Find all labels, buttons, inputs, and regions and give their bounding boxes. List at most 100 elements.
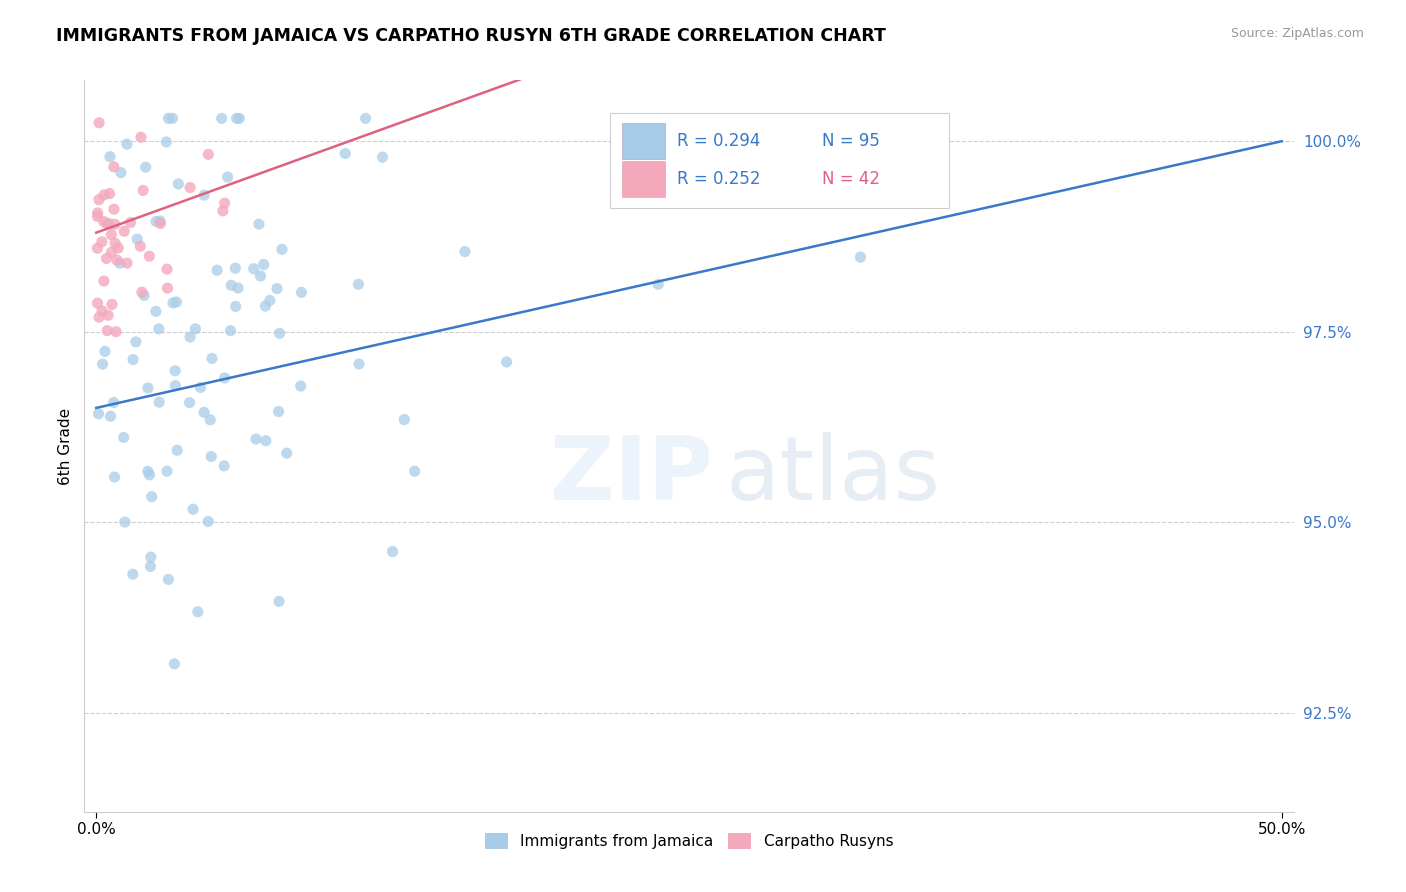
Point: [179, 330, 201, 344]
Point: [93, 274, 115, 288]
Point: [138, 249, 160, 263]
Point: [129, 130, 152, 145]
Point: [394, 412, 416, 426]
Point: [225, 112, 247, 126]
Point: [87, 310, 110, 325]
Point: [371, 150, 394, 164]
Point: [290, 285, 312, 300]
Y-axis label: 6th Grade: 6th Grade: [58, 408, 73, 484]
Point: [404, 464, 426, 478]
Point: [101, 297, 124, 311]
Point: [98, 150, 121, 164]
Point: [214, 196, 236, 211]
Point: [108, 256, 131, 270]
Point: [249, 268, 271, 283]
Legend: Immigrants from Jamaica, Carpatho Rusyns: Immigrants from Jamaica, Carpatho Rusyns: [478, 827, 900, 855]
Point: [259, 293, 281, 308]
Point: [226, 281, 249, 295]
Text: atlas: atlas: [725, 432, 941, 519]
Point: [200, 450, 222, 464]
Point: [245, 432, 267, 446]
Point: [290, 379, 312, 393]
Point: [112, 224, 135, 238]
Point: [165, 295, 187, 310]
Point: [156, 281, 179, 295]
Point: [201, 351, 224, 366]
Point: [107, 241, 129, 255]
Point: [149, 217, 172, 231]
Point: [242, 261, 264, 276]
Point: [97, 308, 120, 322]
Point: [105, 325, 128, 339]
Text: R = 0.252: R = 0.252: [676, 170, 761, 188]
Point: [219, 324, 242, 338]
Point: [110, 166, 132, 180]
Point: [276, 446, 298, 460]
Point: [266, 282, 288, 296]
Point: [138, 467, 160, 482]
Point: [103, 160, 125, 174]
Point: [105, 253, 128, 268]
Point: [86, 241, 108, 255]
Point: [96, 217, 118, 231]
Point: [163, 657, 186, 671]
Point: [136, 465, 159, 479]
Text: N = 42: N = 42: [823, 170, 880, 188]
Point: [104, 217, 127, 231]
Point: [86, 296, 108, 310]
Text: IMMIGRANTS FROM JAMAICA VS CARPATHO RUSYN 6TH GRADE CORRELATION CHART: IMMIGRANTS FROM JAMAICA VS CARPATHO RUSY…: [56, 27, 886, 45]
Point: [167, 177, 190, 191]
Point: [100, 245, 122, 260]
Point: [90, 235, 112, 249]
Point: [86, 206, 108, 220]
Point: [214, 371, 236, 385]
Point: [162, 296, 184, 310]
Point: [253, 257, 276, 271]
Point: [156, 262, 179, 277]
Point: [267, 404, 290, 418]
Point: [122, 352, 145, 367]
Point: [97, 216, 120, 230]
Point: [135, 160, 157, 174]
Point: [125, 334, 148, 349]
Point: [179, 395, 201, 409]
Point: [91, 304, 114, 318]
Point: [184, 322, 207, 336]
Point: [157, 112, 180, 126]
Point: [103, 202, 125, 217]
Text: Source: ZipAtlas.com: Source: ZipAtlas.com: [1230, 27, 1364, 40]
Point: [131, 285, 153, 300]
Point: [225, 299, 247, 313]
Point: [115, 256, 138, 270]
Point: [187, 605, 209, 619]
Point: [688, 176, 710, 190]
Point: [224, 261, 246, 276]
Point: [212, 458, 235, 473]
Point: [139, 550, 162, 565]
Point: [120, 215, 142, 229]
Point: [197, 515, 219, 529]
Point: [93, 187, 115, 202]
Point: [149, 214, 172, 228]
Point: [112, 430, 135, 444]
Text: N = 95: N = 95: [823, 132, 880, 150]
Point: [271, 242, 294, 256]
Point: [87, 116, 110, 130]
Point: [190, 380, 212, 394]
Point: [269, 326, 291, 341]
Point: [114, 515, 136, 529]
Point: [93, 214, 115, 228]
Point: [647, 277, 669, 292]
Point: [96, 324, 118, 338]
Point: [254, 434, 277, 448]
Point: [217, 169, 239, 184]
Point: [148, 322, 170, 336]
Point: [148, 395, 170, 409]
Point: [197, 147, 219, 161]
Point: [849, 250, 872, 264]
Point: [354, 112, 377, 126]
Point: [115, 137, 138, 152]
Point: [98, 186, 121, 201]
Point: [200, 413, 222, 427]
Point: [347, 357, 370, 371]
